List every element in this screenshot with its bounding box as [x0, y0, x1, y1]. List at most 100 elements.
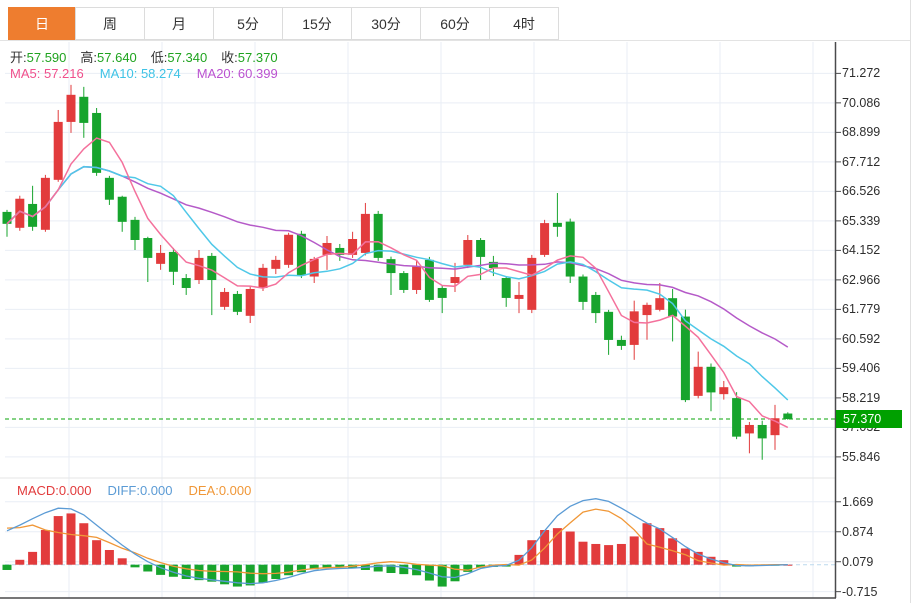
candle-body	[28, 203, 38, 227]
macd-hist-bar	[245, 564, 255, 586]
macd-hist-bar	[232, 564, 242, 587]
diff-value-text: DIFF:0.000	[107, 483, 173, 498]
dea-value-text: DEA:0.000	[188, 483, 252, 498]
candle-body	[373, 213, 383, 258]
macd-hist-bar	[130, 564, 140, 568]
candle-body	[463, 239, 473, 265]
ma5-value-text: MA5: 57.216	[10, 66, 84, 81]
candle-body	[386, 259, 396, 274]
ohlc-close-label: 收:	[221, 50, 238, 65]
candle-body	[79, 96, 89, 123]
tab-30min[interactable]: 30分	[351, 7, 421, 40]
macd-hist-bar	[2, 564, 12, 570]
candle-body	[181, 278, 191, 288]
candle-body	[130, 219, 140, 240]
ma20-line	[6, 165, 789, 348]
candle-body	[220, 291, 230, 307]
price-tick-label: 55.846	[842, 449, 881, 464]
macd-hist-bar	[450, 564, 460, 582]
candle-body	[156, 252, 166, 264]
candle-body	[168, 251, 178, 272]
candle-body	[604, 311, 614, 340]
macd-hist-bar	[207, 564, 217, 582]
macd-hist-bar	[66, 513, 76, 565]
candle-body	[578, 276, 588, 302]
candle-body	[232, 293, 242, 312]
macd-tick-label: -0.715	[842, 584, 878, 599]
macd-value-text: MACD:0.000	[17, 483, 92, 498]
macd-hist-bar	[92, 540, 102, 565]
candle-body	[66, 94, 76, 122]
tab-4hour[interactable]: 4时	[489, 7, 559, 40]
price-tick-label: 64.152	[842, 243, 881, 258]
ohlc-close-value: 57.370	[237, 50, 278, 65]
candle-body	[527, 257, 537, 310]
candle-body	[143, 238, 153, 258]
macd-hist-bar	[463, 564, 473, 572]
candle-body	[565, 221, 575, 277]
candle-body	[104, 177, 114, 200]
price-tick-label: 68.899	[842, 125, 881, 140]
macd-hist-bar	[668, 538, 678, 565]
macd-hist-bar	[296, 564, 306, 573]
candle-body	[92, 112, 102, 173]
macd-hist-bar	[181, 564, 191, 580]
macd-hist-bar	[616, 543, 626, 565]
macd-hist-bar	[629, 536, 639, 565]
candle-body	[117, 196, 127, 222]
price-tick-label: 62.966	[842, 272, 881, 287]
tab-15min[interactable]: 15分	[282, 7, 352, 40]
tab-day[interactable]: 日	[8, 7, 76, 40]
macd-hist-bar	[655, 528, 665, 565]
macd-hist-bar	[104, 549, 114, 565]
candle-body	[207, 255, 217, 281]
macd-hist-bar	[194, 564, 204, 581]
price-tick-label: 61.779	[842, 302, 881, 317]
candle-body	[322, 242, 332, 255]
tab-week[interactable]: 周	[75, 7, 145, 40]
candle-body	[616, 339, 626, 346]
candle-body	[194, 257, 204, 281]
price-tick-label: 71.272	[842, 66, 881, 81]
period-tabbar: 日 周 月 5分 15分 30分 60分 4时	[0, 0, 911, 41]
tab-5min[interactable]: 5分	[213, 7, 283, 40]
candle-body	[719, 387, 729, 395]
macd-hist-bar	[40, 530, 50, 565]
price-tick-label: 59.406	[842, 361, 881, 376]
ohlc-low-label: 低:	[150, 50, 168, 65]
candle-body	[245, 288, 255, 316]
ohlc-open-value: 57.590	[26, 50, 67, 65]
macd-tick-label: 0.874	[842, 524, 874, 539]
candle-body	[296, 233, 306, 276]
dea-line	[6, 508, 788, 575]
macd-hist-bar	[399, 564, 409, 575]
macd-hist-bar	[386, 564, 396, 573]
ma20-value-text: MA20: 60.399	[196, 66, 278, 81]
macd-hist-bar	[527, 540, 537, 565]
candle-body	[476, 239, 486, 257]
macd-hist-bar	[680, 548, 690, 565]
ma5-line	[6, 137, 789, 429]
candle-body	[488, 261, 498, 269]
macd-hist-bar	[322, 564, 332, 568]
macd-hist-bar	[79, 523, 89, 565]
macd-hist-bar	[591, 543, 601, 565]
ma-info-row: MA5: 57.216 MA10: 58.274 MA20: 60.399	[10, 66, 278, 81]
tab-month[interactable]: 月	[144, 7, 214, 40]
price-tick-label: 67.712	[842, 154, 881, 169]
ma10-line	[6, 165, 789, 401]
macd-hist-bar	[168, 564, 178, 577]
candle-body	[629, 311, 639, 345]
candle-body	[399, 273, 409, 290]
macd-hist-bar	[335, 564, 345, 567]
candle-body	[15, 198, 25, 228]
macd-hist-bar	[693, 551, 703, 565]
macd-tick-label: 0.079	[842, 554, 874, 569]
ohlc-high-label: 高:	[80, 50, 98, 65]
candle-body	[309, 258, 319, 277]
candle-body	[744, 424, 754, 434]
tab-60min[interactable]: 60分	[420, 7, 490, 40]
ohlc-high-value: 57.640	[97, 50, 137, 65]
candle-body	[40, 177, 50, 230]
